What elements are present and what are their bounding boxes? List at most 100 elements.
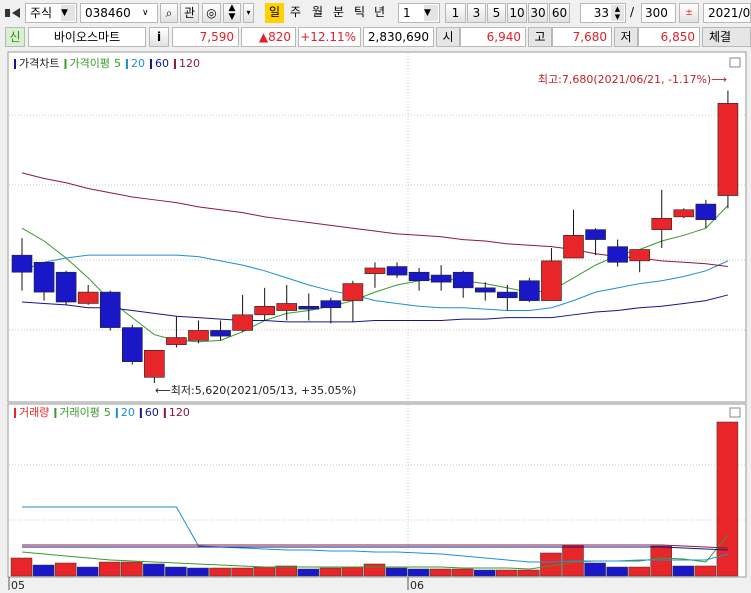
legend-entry: 120 <box>169 406 190 419</box>
interval-button[interactable]: 10 <box>507 3 527 23</box>
volume-bar <box>98 561 121 577</box>
period-button[interactable]: 주 <box>289 5 302 19</box>
candle-body <box>99 291 121 328</box>
period-button[interactable]: 틱 <box>353 5 366 19</box>
candle-body <box>210 330 231 337</box>
volume-bar <box>143 563 165 577</box>
volume-bar <box>606 566 628 577</box>
legend-title: 거래량 <box>19 406 49 419</box>
legend-marker <box>139 408 142 418</box>
separator: / <box>630 5 635 19</box>
x-tick-label: 05 <box>11 579 25 592</box>
ma-line <box>22 544 728 549</box>
link-button[interactable]: ◎ <box>202 3 221 23</box>
volume-bar <box>363 563 386 577</box>
count-input[interactable]: 33 ▲ ▼ <box>580 3 626 23</box>
period-button[interactable]: 일 <box>265 3 284 23</box>
candle-body <box>11 254 33 273</box>
legend-entry: 60 <box>155 57 169 70</box>
volume-bar <box>275 565 297 577</box>
period-button[interactable]: 년 <box>373 5 386 19</box>
more-button[interactable]: ▾ <box>243 3 254 23</box>
max-count[interactable]: 300 <box>641 3 676 23</box>
volume-bar <box>518 569 540 577</box>
candle-body <box>232 314 253 331</box>
period-button[interactable]: 월 <box>311 5 324 19</box>
market: 주식 <box>30 6 53 20</box>
legend-entry: 120 <box>179 57 200 70</box>
watch-button[interactable]: 관 <box>180 3 199 23</box>
volume-bar <box>451 568 474 577</box>
volume-bar <box>54 562 77 577</box>
volume-bar <box>341 566 364 577</box>
legend-marker <box>64 59 67 69</box>
ma-line <box>22 506 729 563</box>
interval-button[interactable]: 1 <box>445 3 466 23</box>
period-button[interactable]: 분 <box>332 5 345 19</box>
volume-bar <box>319 567 342 577</box>
volume-bar <box>584 562 606 577</box>
candle-body <box>254 305 275 316</box>
legend-entry: 5 <box>104 406 111 419</box>
interval-button[interactable]: 30 <box>528 3 548 23</box>
volume-bar <box>231 567 253 577</box>
volume-bar <box>496 569 518 577</box>
annotation: 최고:7,680(2021/06/21, -1.17%)⟶ <box>538 73 727 86</box>
volume-bar <box>121 561 143 577</box>
candle-body <box>651 217 673 230</box>
menu-icon[interactable] <box>4 6 22 20</box>
volume-bar <box>253 566 275 577</box>
legend-entry: 5 <box>114 57 121 70</box>
code-input[interactable]: 038460 ∨ <box>80 3 158 23</box>
search-button[interactable]: ⌕ <box>160 3 178 23</box>
high-label: 고 <box>528 27 552 47</box>
info-button[interactable]: i <box>149 27 169 47</box>
volume-bar <box>672 565 695 577</box>
legend-marker <box>173 59 176 69</box>
volume-bar <box>165 566 187 577</box>
code: 038460 <box>85 6 131 20</box>
legend-ma-title: 가격이평 <box>69 57 109 70</box>
legend-entry: 20 <box>131 57 145 70</box>
volume-bar <box>429 568 452 577</box>
volume-bar <box>650 545 672 577</box>
candle-body <box>585 229 606 240</box>
interval: 1 <box>403 6 411 20</box>
volume-bar <box>187 567 209 577</box>
candle-body <box>497 291 518 299</box>
candle-body <box>563 235 584 259</box>
legend-marker <box>14 59 16 69</box>
interval-button[interactable]: 3 <box>467 3 486 23</box>
candle-body <box>452 271 474 289</box>
candle-body <box>276 303 298 311</box>
candle-body <box>77 291 99 304</box>
candle-body <box>408 271 430 282</box>
settings-button[interactable]: ± <box>679 3 699 23</box>
legend-marker <box>125 59 128 69</box>
market-select[interactable]: 주식 ▼ <box>25 3 77 23</box>
legend-marker <box>14 408 16 418</box>
open-label: 시 <box>436 27 460 47</box>
stock-name: 바이오스마트 <box>28 27 146 47</box>
legend-marker <box>149 59 152 69</box>
change: ▲820 <box>241 27 296 47</box>
legend-entry: 60 <box>145 406 159 419</box>
candle-body <box>474 287 496 293</box>
legend-marker <box>54 408 57 418</box>
legend-ma-title: 거래이평 <box>59 406 99 419</box>
candle-body <box>607 246 628 263</box>
date-input[interactable]: 2021/06 <box>703 3 751 23</box>
candle-body <box>386 266 408 276</box>
candle-body <box>320 300 342 309</box>
ma-line <box>21 294 729 323</box>
interval-select[interactable]: 1 ▼ <box>398 3 440 23</box>
interval-button[interactable]: 5 <box>487 3 506 23</box>
candle-body <box>188 330 209 341</box>
interval-button[interactable]: 60 <box>549 3 570 23</box>
volume-bar <box>10 557 33 577</box>
volume: 2,830,690 <box>363 27 434 47</box>
trade-label: 체결 <box>702 27 751 47</box>
annotation: ⟵최저:5,620(2021/05/13, +35.05%) <box>155 384 356 397</box>
updown-button[interactable]: ▲ ▼ <box>223 3 241 23</box>
legend-marker <box>163 408 166 418</box>
